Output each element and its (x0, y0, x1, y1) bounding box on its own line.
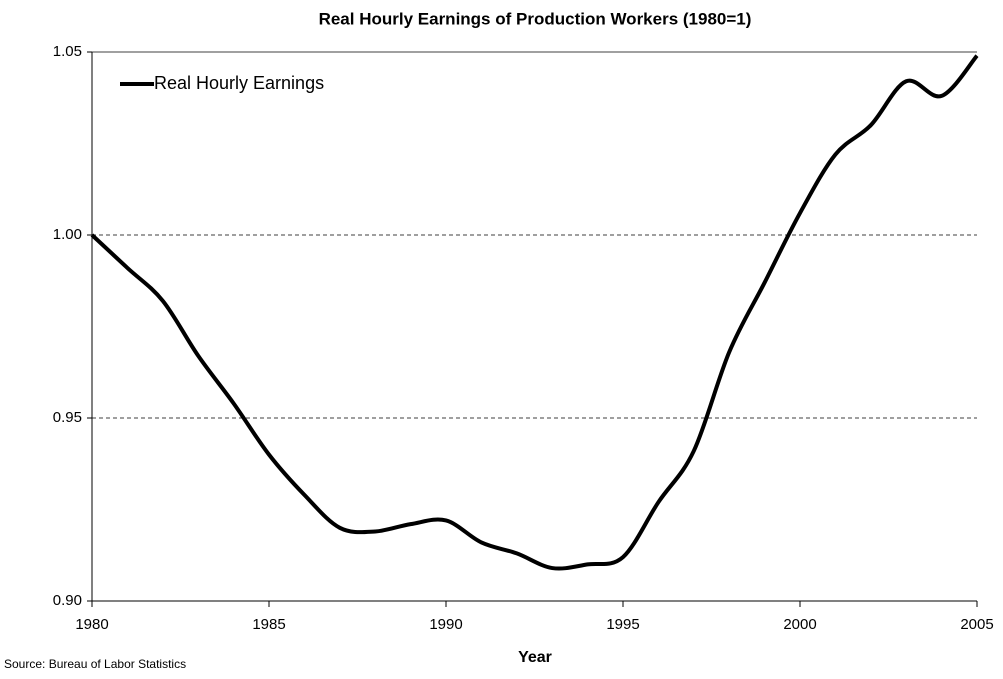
source-note: Source: Bureau of Labor Statistics (4, 657, 186, 671)
y-tick-label: 1.05 (53, 43, 82, 60)
chart-title: Real Hourly Earnings of Production Worke… (319, 9, 752, 28)
x-tick-label: 2000 (783, 616, 816, 633)
x-tick-label: 1980 (75, 616, 108, 633)
x-tick-label: 1990 (429, 616, 462, 633)
y-tick-label: 0.90 (53, 592, 82, 609)
y-tick-label: 0.95 (53, 409, 82, 426)
x-tick-label: 1995 (606, 616, 639, 633)
x-tick-label: 1985 (252, 616, 285, 633)
x-tick-label: 2005 (960, 616, 993, 633)
x-axis-label: Year (518, 649, 552, 666)
y-tick-label: 1.00 (53, 226, 82, 243)
legend-label: Real Hourly Earnings (154, 73, 324, 93)
data-line (90, 54, 979, 571)
